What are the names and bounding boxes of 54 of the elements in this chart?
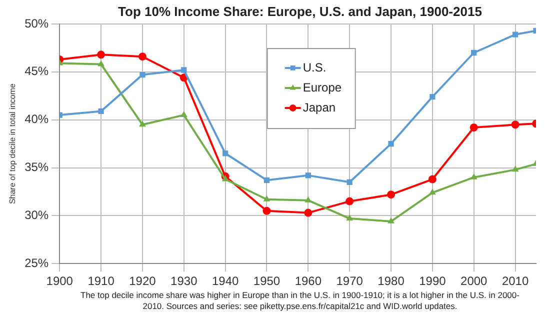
point — [305, 172, 311, 178]
x-tick-label: 1930 — [170, 274, 198, 288]
x-tick-label: 1960 — [294, 274, 322, 288]
x-tick-label: 1970 — [336, 274, 364, 288]
point — [262, 206, 271, 215]
point — [388, 217, 394, 224]
point — [140, 72, 146, 78]
point — [222, 175, 229, 182]
point — [428, 188, 436, 195]
point — [388, 140, 394, 147]
y-tick-label: 25% — [24, 256, 49, 270]
y-tick-label: 40% — [24, 112, 49, 126]
text: The top decile income share was higher in Europe than in the U.S. in 1900-1910; it is a lot higher in the U.S. in 2000-2010. Sources and series: see piketty.pse.ens.fr/capital21c and WID.world updates. — [80, 290, 520, 312]
point — [138, 52, 146, 61]
point — [512, 166, 519, 172]
x-tick-label: 1910 — [88, 274, 115, 288]
y-tick-label: 35% — [24, 160, 49, 174]
point — [304, 208, 312, 217]
y-tick-label: 45% — [24, 64, 49, 78]
point — [470, 173, 478, 180]
point — [428, 175, 436, 184]
point — [346, 197, 354, 206]
point — [139, 120, 146, 127]
point — [264, 177, 270, 184]
legend-label: Europe — [302, 80, 342, 94]
x-tick-label: 1920 — [129, 274, 156, 288]
y-axis-title: Share of top decile in total income — [8, 82, 18, 204]
point — [180, 111, 188, 118]
point — [346, 214, 354, 221]
x-tick-label: 1950 — [253, 274, 280, 288]
point — [387, 190, 396, 199]
chart-title: Top 10% Income Share: Europe, U.S. and Japan, 1900-2015 — [117, 4, 483, 19]
point — [181, 67, 187, 73]
legend-label: U.S. — [302, 60, 326, 74]
x-tick-label: 1990 — [419, 274, 446, 288]
point — [470, 124, 478, 132]
point — [430, 94, 436, 100]
point — [511, 120, 520, 129]
point — [98, 60, 105, 66]
legend-label: Japan — [302, 100, 336, 114]
point — [471, 50, 477, 56]
point — [263, 195, 270, 202]
y-tick-label: 50% — [24, 16, 49, 30]
x-tick-label: 1900 — [46, 274, 74, 288]
point — [512, 32, 518, 38]
point — [97, 50, 106, 59]
x-tick-label: 1980 — [378, 274, 405, 288]
x-tick-label: 2010 — [502, 274, 529, 288]
y-tick-label: 30% — [24, 208, 49, 222]
x-tick-label: 1940 — [212, 274, 239, 288]
point — [98, 108, 104, 114]
x-tick-label: 2000 — [460, 274, 488, 288]
point — [346, 179, 352, 185]
point — [222, 150, 228, 156]
